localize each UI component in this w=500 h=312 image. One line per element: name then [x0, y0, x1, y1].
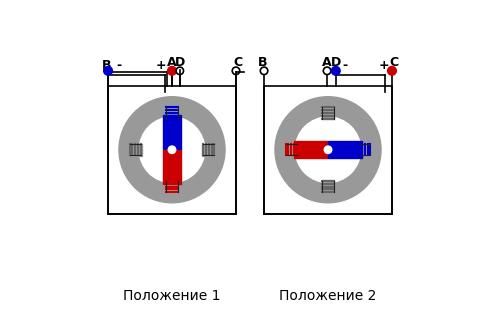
Bar — [108, 86, 236, 214]
Text: -: - — [116, 59, 121, 72]
Circle shape — [275, 97, 381, 203]
Text: C: C — [233, 56, 242, 69]
Circle shape — [119, 97, 225, 203]
Bar — [322, 180, 334, 193]
Bar — [284, 144, 298, 156]
Bar — [294, 141, 328, 158]
Circle shape — [139, 117, 205, 183]
Text: C: C — [389, 56, 398, 69]
Text: +: + — [379, 59, 390, 72]
Text: D: D — [174, 56, 185, 69]
Text: -: - — [342, 59, 347, 72]
Text: Положение 1: Положение 1 — [123, 290, 221, 303]
Circle shape — [324, 146, 332, 154]
Bar — [128, 144, 141, 156]
Bar — [164, 150, 180, 184]
Bar — [166, 106, 178, 119]
Circle shape — [388, 66, 396, 75]
Text: Положение 2: Положение 2 — [280, 290, 376, 303]
Circle shape — [104, 66, 112, 75]
Circle shape — [295, 117, 361, 183]
Bar — [166, 180, 178, 193]
Bar — [358, 144, 372, 156]
Text: A: A — [322, 56, 332, 69]
Bar — [322, 106, 334, 119]
Text: B: B — [102, 59, 111, 72]
Text: A: A — [167, 56, 177, 69]
Circle shape — [168, 66, 176, 75]
Bar — [264, 86, 392, 214]
Text: D: D — [330, 56, 341, 69]
Text: +: + — [156, 59, 166, 72]
Bar — [328, 141, 362, 158]
Text: B: B — [258, 56, 267, 69]
Bar — [164, 115, 180, 150]
Circle shape — [168, 146, 175, 154]
Bar — [202, 144, 215, 156]
Circle shape — [332, 66, 340, 75]
